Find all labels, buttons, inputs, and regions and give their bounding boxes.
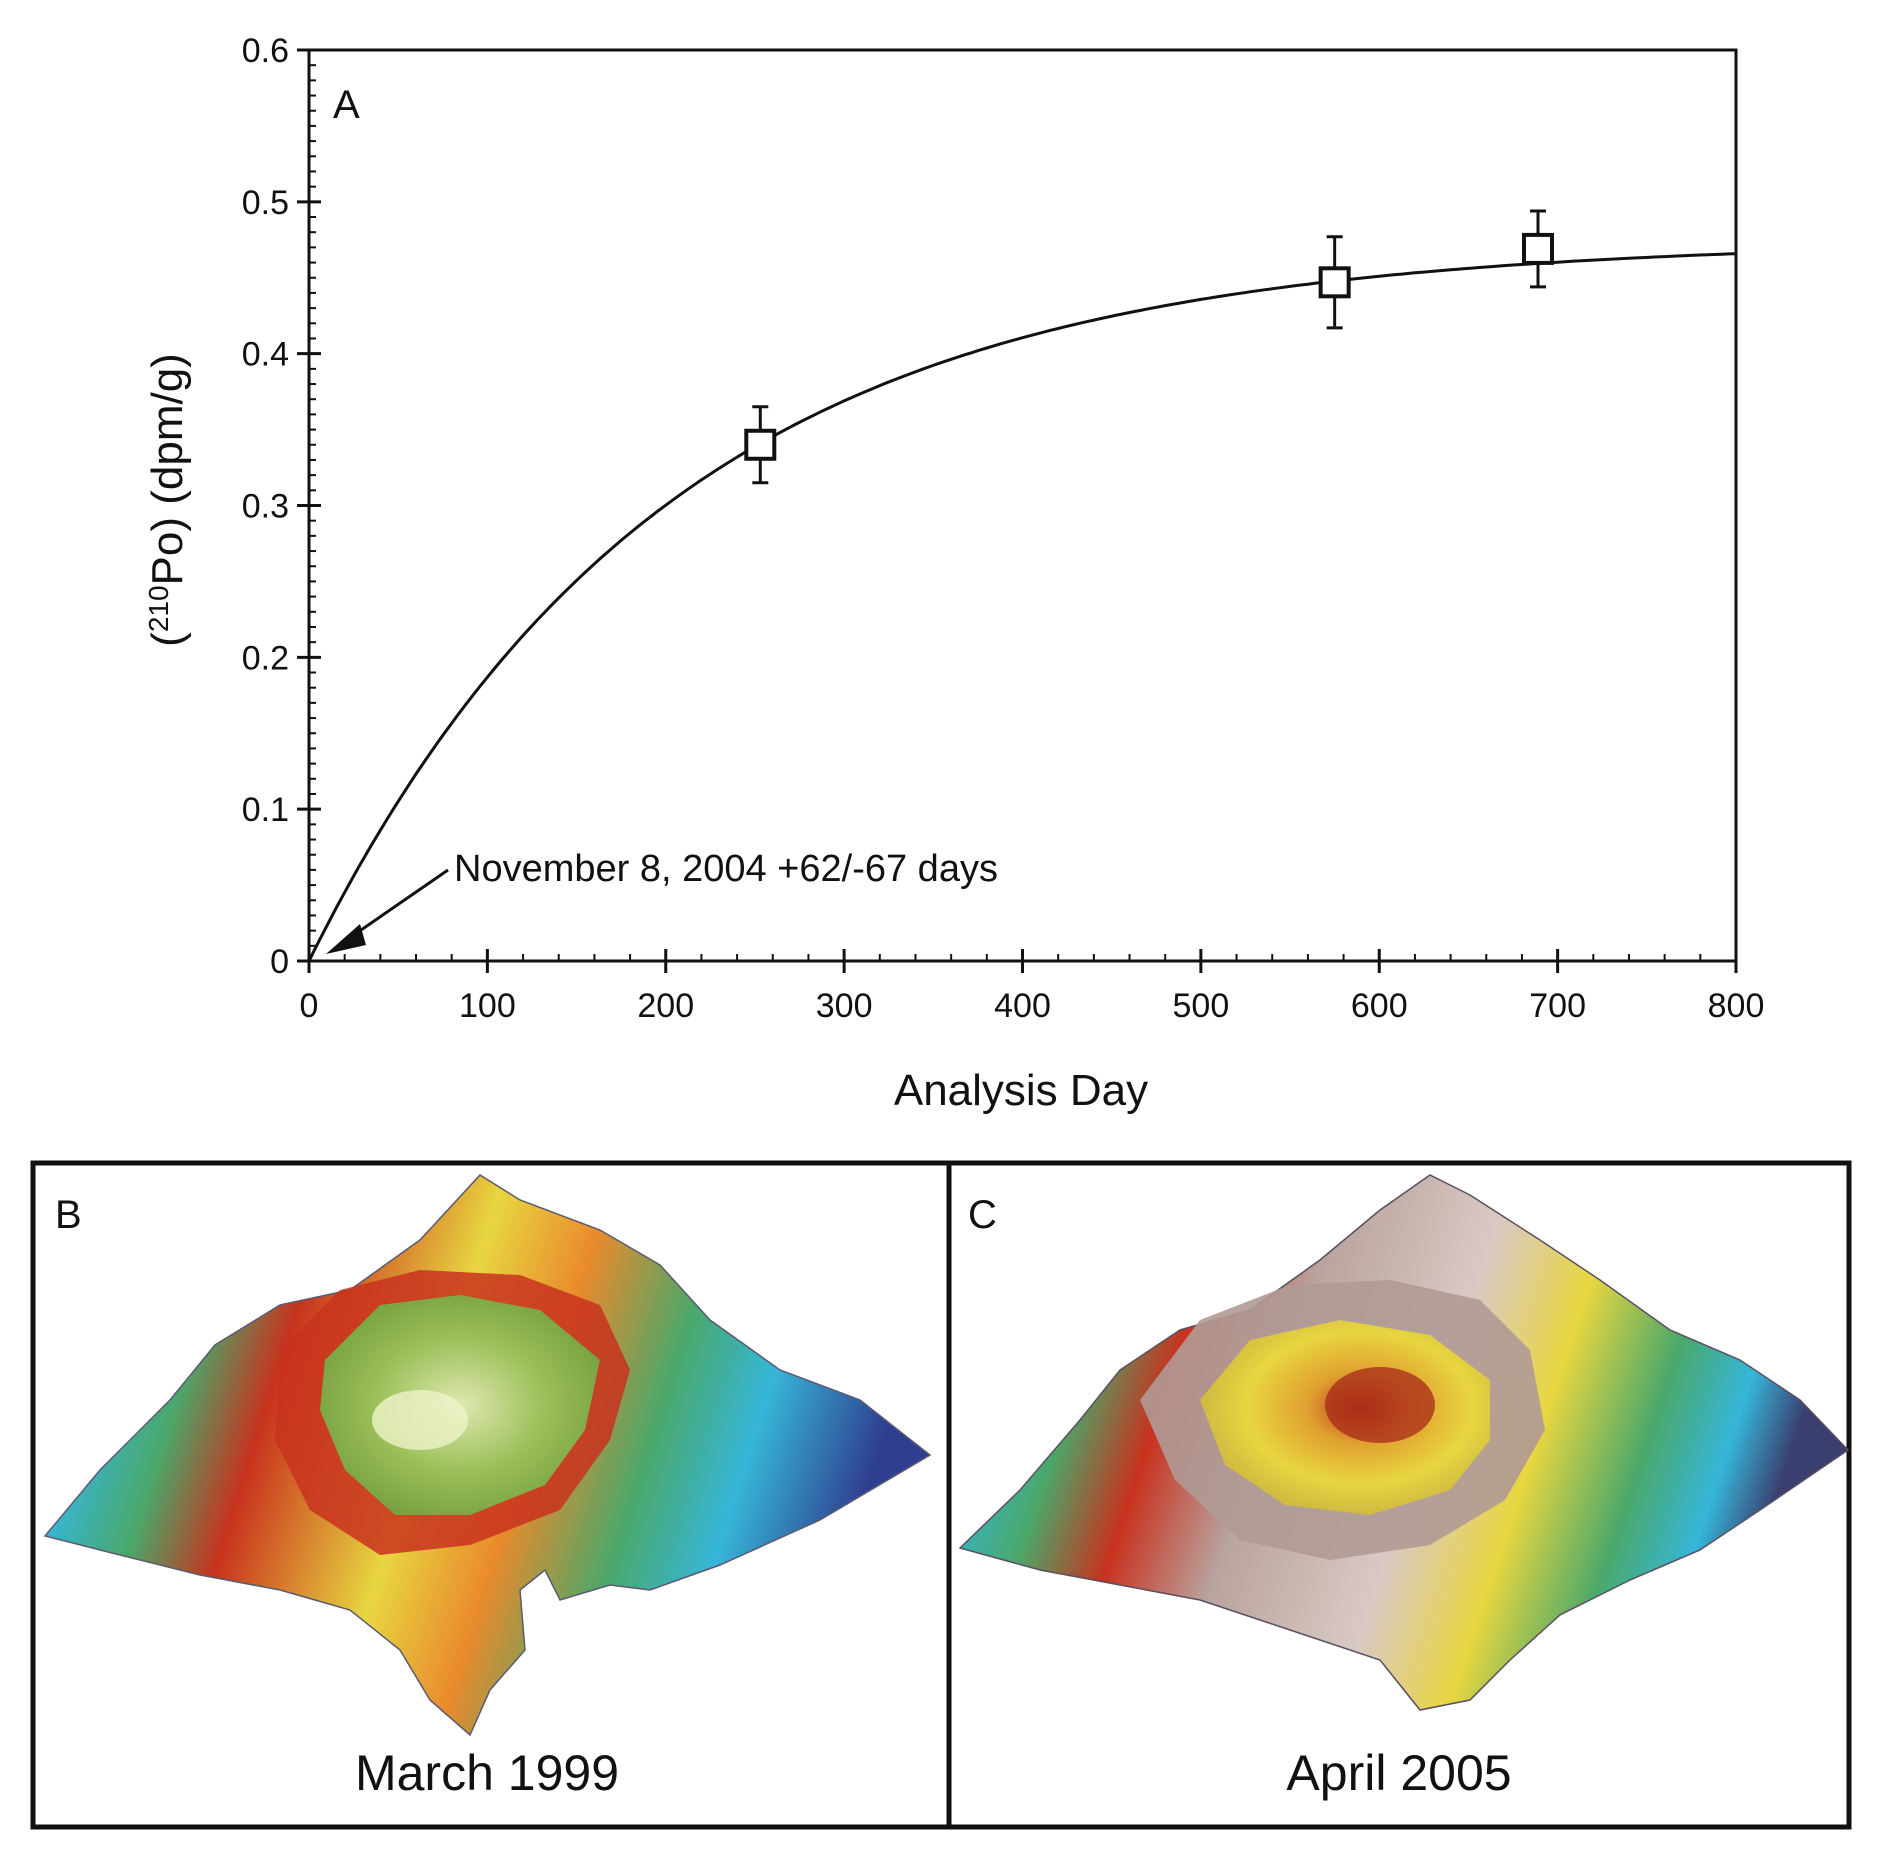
- x-tick-label: 800: [1708, 987, 1765, 1025]
- caption-c: April 2005: [1286, 1745, 1511, 1801]
- annotation: November 8, 2004 +62/-67 days: [326, 848, 998, 954]
- minor-ticks: [309, 64, 1702, 961]
- x-tick-label: 400: [994, 987, 1051, 1025]
- x-tick-label: 0: [300, 987, 319, 1025]
- terrain-image-march-1999: [43, 1174, 932, 1737]
- chart-panel-a: 0 100 200 300 400 500 600 700 800 00.10.20.30.40…: [143, 32, 1764, 1115]
- panel-label-c: C: [968, 1193, 997, 1237]
- y-tick-label: 0.6: [242, 32, 289, 70]
- x-tick-label: 100: [459, 987, 516, 1025]
- y-tick-label: 0.1: [242, 791, 289, 829]
- y-tick-label: 0.5: [242, 184, 289, 222]
- y-axis-title-rest: Po) (dpm/g): [143, 353, 192, 585]
- y-axis-ticks: 0 0.1 0.2 0.3 0.4 0.5 0.6: [242, 32, 321, 981]
- x-tick-label: 600: [1351, 987, 1408, 1025]
- y-axis-title-open: (: [143, 632, 192, 647]
- crater-mound-b: [372, 1390, 468, 1450]
- x-tick-label: 500: [1173, 987, 1230, 1025]
- annotation-text: November 8, 2004 +62/-67 days: [454, 848, 998, 890]
- y-tick-label: 0: [270, 943, 289, 981]
- panel-b: B March 1999: [30, 1160, 952, 1830]
- panel-label-b: B: [55, 1193, 82, 1237]
- data-point-marker: [1318, 266, 1351, 299]
- x-tick-label: 200: [637, 987, 694, 1025]
- panel-c: C April 2005: [946, 1160, 1852, 1830]
- y-tick-label: 0.3: [242, 488, 289, 526]
- caption-b: March 1999: [355, 1745, 619, 1801]
- x-tick-label: 300: [816, 987, 873, 1025]
- fit-curve: [307, 252, 1737, 962]
- crater-dome-c: [1325, 1367, 1435, 1443]
- x-axis-title: Analysis Day: [894, 1066, 1148, 1115]
- data-point-marker: [1522, 232, 1555, 265]
- x-tick-label: 700: [1529, 987, 1586, 1025]
- y-axis-title-superscript: 210: [143, 585, 174, 632]
- panel-label-a: A: [333, 83, 360, 127]
- annotation-arrow-head: [326, 924, 366, 954]
- x-axis-ticks: 0 100 200 300 400 500 600 700 800: [300, 949, 1765, 1025]
- terrain-image-april-2005: [958, 1174, 1850, 1711]
- data-point-marker: [744, 428, 777, 461]
- y-tick-label: 0.2: [242, 639, 289, 677]
- data-points: [744, 209, 1555, 485]
- y-axis-title: (210Po) (dpm/g): [143, 353, 192, 647]
- y-tick-label: 0.4: [242, 336, 289, 374]
- annotation-arrow-line: [347, 868, 449, 941]
- plot-frame: [307, 48, 1738, 963]
